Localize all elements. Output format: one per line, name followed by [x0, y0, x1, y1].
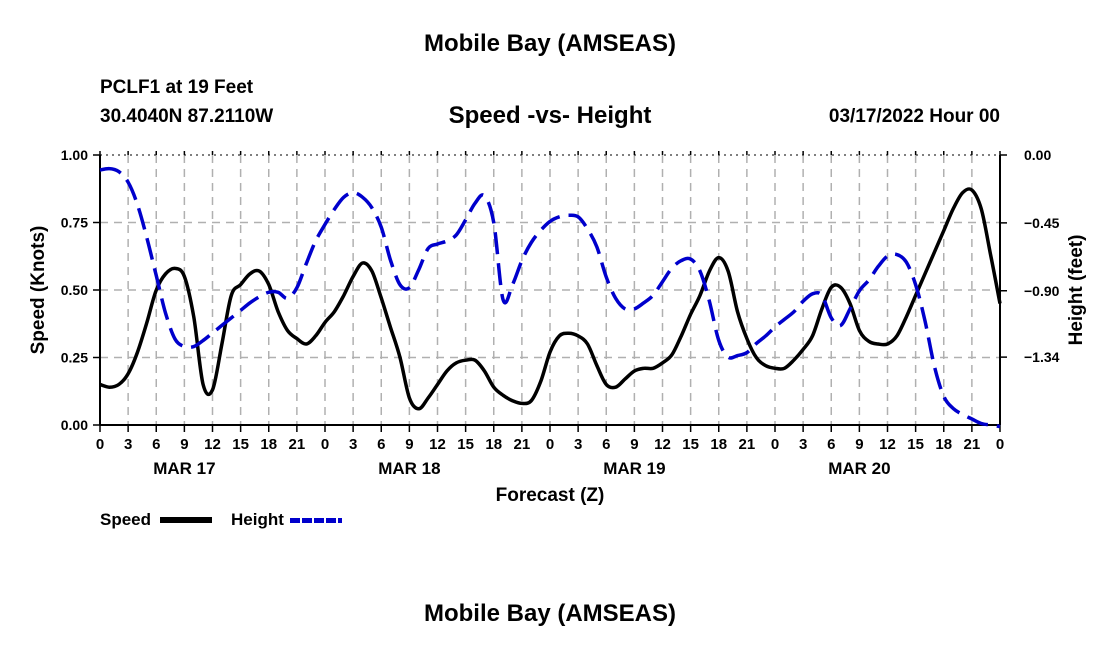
x-tick-label: 15: [457, 436, 474, 453]
x-tick-label: 21: [514, 436, 531, 453]
chart-subtitle: Speed -vs- Height: [448, 102, 652, 129]
x-tick-label: 15: [682, 436, 699, 453]
legend-height-label: Height: [231, 510, 284, 529]
x-tick-label: 6: [377, 436, 385, 453]
x-tick-label: 12: [654, 436, 671, 453]
x-day-label: MAR 18: [378, 459, 440, 478]
x-tick-label: 9: [405, 436, 413, 453]
x-tick-label: 15: [232, 436, 249, 453]
x-tick-label: 0: [321, 436, 329, 453]
forecast-datetime: 03/17/2022 Hour 00: [828, 106, 1000, 127]
y-tick-label: 0.25: [61, 350, 88, 366]
x-tick-label: 0: [996, 436, 1004, 453]
y2-tick-label: −0.90: [1024, 283, 1060, 299]
station-label: PCLF1 at 19 Feet: [100, 77, 254, 98]
x-tick-label: 21: [289, 436, 306, 453]
y-tick-label: 1.00: [61, 147, 88, 163]
y2-tick-label: −0.45: [1024, 215, 1060, 231]
x-tick-label: 21: [739, 436, 756, 453]
x-tick-label: 15: [907, 436, 924, 453]
x-tick-label: 9: [630, 436, 638, 453]
x-tick-label: 12: [429, 436, 446, 453]
x-day-label: MAR 17: [153, 459, 215, 478]
y-tick-label: 0.75: [61, 215, 88, 231]
station-coordinates: 30.4040N 87.2110W: [100, 106, 274, 127]
x-tick-label: 6: [827, 436, 835, 453]
x-tick-label: 0: [96, 436, 104, 453]
legend-speed-label: Speed: [100, 510, 152, 529]
x-tick-label: 18: [260, 436, 277, 453]
x-tick-label: 6: [152, 436, 160, 453]
x-tick-label: 18: [485, 436, 502, 453]
y-axis-title: Speed (Knots): [28, 226, 49, 355]
x-tick-label: 12: [879, 436, 896, 453]
legend-height-swatch: [290, 518, 342, 523]
x-axis-title: Forecast (Z): [496, 485, 605, 506]
x-tick-label: 0: [546, 436, 554, 453]
x-tick-label: 3: [124, 436, 132, 453]
y-tick-label: 0.50: [61, 282, 88, 298]
x-tick-label: 21: [964, 436, 981, 453]
x-tick-label: 3: [799, 436, 807, 453]
x-tick-label: 18: [710, 436, 727, 453]
x-tick-label: 9: [855, 436, 863, 453]
x-tick-label: 18: [935, 436, 952, 453]
x-tick-label: 0: [771, 436, 779, 453]
x-day-label: MAR 20: [828, 459, 890, 478]
y2-tick-label: 0.00: [1024, 147, 1051, 163]
y2-tick-label: −1.34: [1024, 349, 1060, 365]
x-tick-label: 9: [180, 436, 188, 453]
series-line-height: [99, 166, 1001, 429]
chart-footer-title: Mobile Bay (AMSEAS): [423, 600, 677, 627]
chart-main-title: Mobile Bay (AMSEAS): [423, 30, 677, 57]
y2-axis-title: Height (feet): [1066, 235, 1087, 346]
x-tick-label: 12: [204, 436, 221, 453]
legend-speed-swatch: [160, 517, 212, 523]
x-tick-label: 3: [349, 436, 357, 453]
x-tick-label: 3: [574, 436, 582, 453]
x-tick-label: 6: [602, 436, 610, 453]
series-line-speed: [99, 187, 1002, 411]
y-tick-label: 0.00: [61, 417, 88, 433]
x-day-label: MAR 19: [603, 459, 665, 478]
